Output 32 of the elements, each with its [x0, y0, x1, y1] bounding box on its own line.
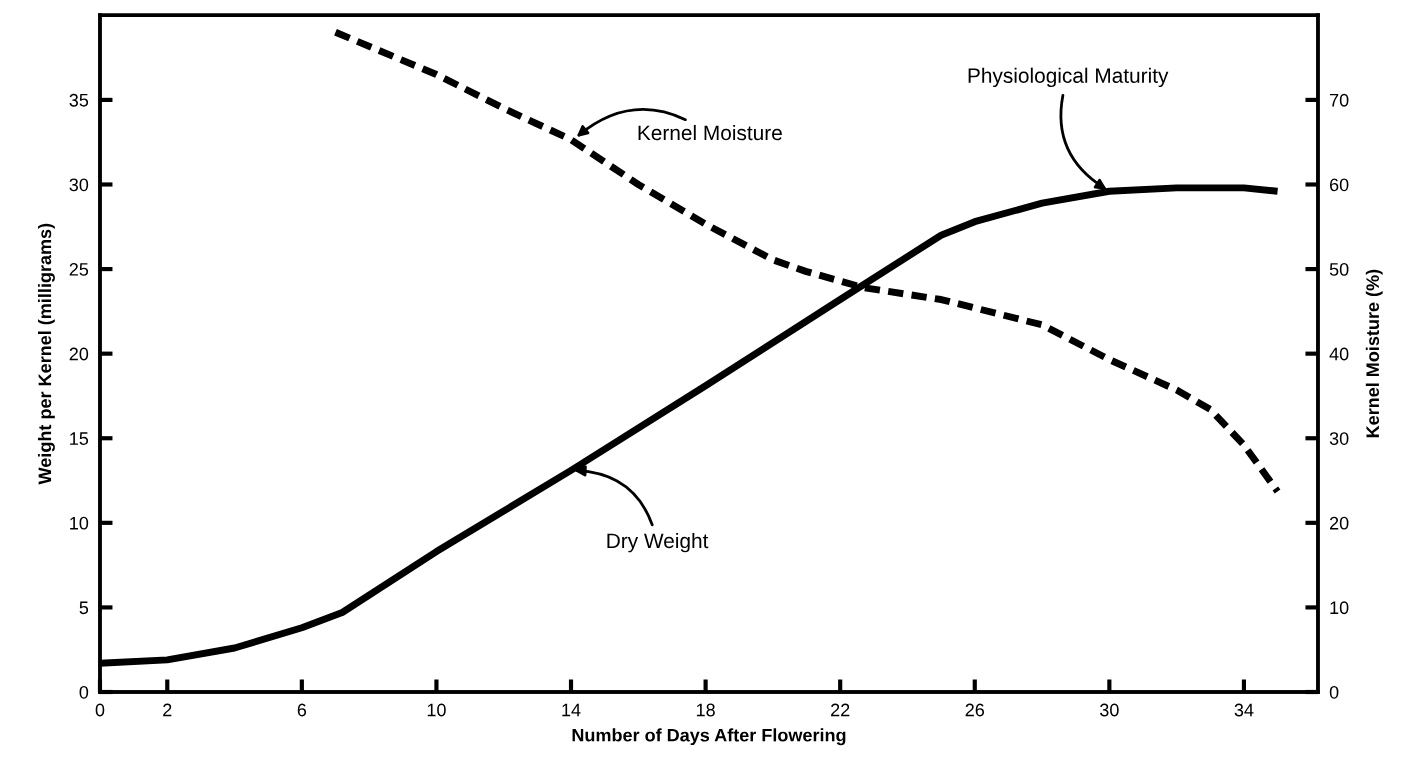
- y-tick-label: 25: [69, 263, 89, 276]
- x-tick-label: 26: [965, 703, 985, 717]
- y-tick-label: 15: [70, 432, 89, 445]
- y2-tick-label: 20: [1329, 516, 1349, 530]
- x-tick-label: 2: [163, 703, 172, 717]
- y-tick-label: 35: [69, 93, 89, 107]
- y2-tick-label: 40: [1329, 347, 1349, 361]
- y2-tick-label: 30: [1329, 432, 1349, 445]
- y-axis-title: Weight per Kernel (milligrams): [37, 223, 55, 485]
- x-tick-label: 34: [1234, 703, 1254, 717]
- y-tick-label: 20: [69, 347, 89, 361]
- x-axis-title: Number of Days After Flowering: [572, 728, 846, 746]
- y2-tick-label: 60: [1329, 178, 1349, 192]
- y2-tick-label: 50: [1329, 263, 1349, 276]
- y2-axis-title: Kernel Moisture (%): [1365, 269, 1383, 438]
- y-tick-label: 10: [70, 516, 89, 530]
- x-tick-label: 0: [95, 703, 105, 717]
- x-tick-label: 10: [427, 703, 446, 717]
- y-tick-label: 30: [69, 178, 89, 192]
- x-tick-label: 14: [562, 703, 581, 717]
- x-tick-label: 18: [696, 703, 715, 717]
- y2-tick-label: 70: [1330, 93, 1349, 107]
- x-tick-label: 30: [1100, 703, 1119, 717]
- y-tick-label: 0: [79, 685, 89, 699]
- y-tick-label: 5: [79, 601, 89, 615]
- annotation: Dry Weight: [607, 532, 709, 553]
- x-tick-label: 6: [297, 703, 307, 717]
- annotation: Kernel Moisture: [638, 124, 782, 141]
- y2-tick-label: 10: [1330, 601, 1349, 615]
- annotation: Physiological Maturity: [968, 67, 1169, 88]
- y2-tick-label: 0: [1329, 685, 1339, 699]
- x-tick-label: 22: [831, 703, 850, 717]
